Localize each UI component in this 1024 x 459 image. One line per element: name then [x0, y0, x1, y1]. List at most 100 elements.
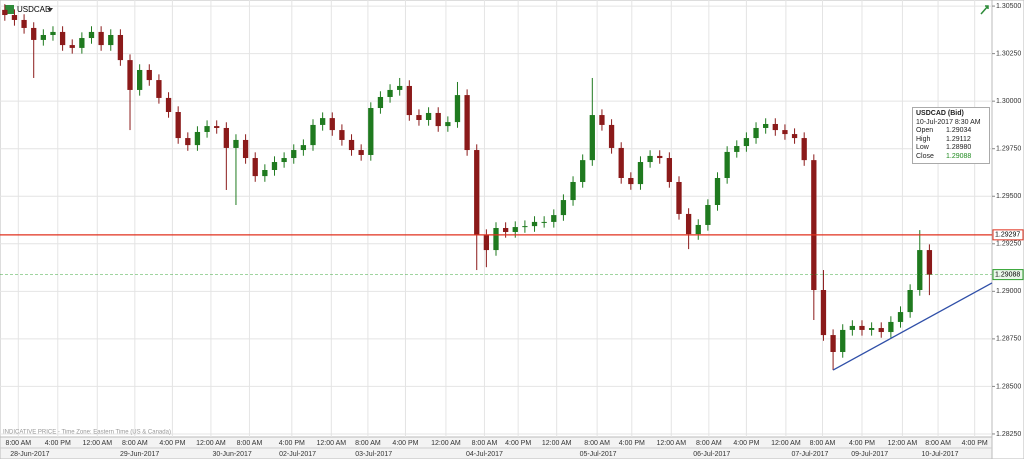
x-tick-label: 12:00 AM — [82, 440, 112, 447]
candle-body — [589, 115, 595, 161]
price-label-box — [992, 229, 1024, 241]
plot-area — [0, 0, 993, 438]
x-tick-label: 12:00 AM — [196, 440, 226, 447]
candle-body — [175, 112, 181, 139]
tooltip-value: 1.29112 — [946, 135, 971, 143]
candle-body — [435, 112, 441, 127]
candle-body — [146, 69, 152, 81]
candle-body — [291, 150, 297, 159]
candle-body — [868, 328, 875, 330]
candle-body — [223, 127, 229, 148]
candle-body — [252, 158, 258, 177]
candle-body — [849, 325, 855, 330]
tooltip: USDCAD (Bid) 10-Jul-2017 8:30 AM Open 1.2… — [912, 107, 990, 164]
candle-body — [310, 124, 316, 146]
candle-body — [657, 155, 663, 159]
candle-body — [425, 112, 432, 120]
candle-body — [483, 235, 490, 251]
candle-body — [897, 312, 904, 322]
x-tick-label: 8:00 AM — [5, 440, 31, 447]
tooltip-row: Close 1.29088 — [916, 153, 986, 162]
candle-body — [685, 213, 692, 235]
candle-body — [782, 130, 788, 135]
candle-body — [791, 134, 798, 139]
candle-body — [599, 115, 605, 125]
candle-body — [801, 138, 807, 161]
candle-body — [416, 115, 422, 120]
y-tick-label: 1.30500 — [996, 3, 1021, 10]
candle-body — [743, 138, 750, 147]
candle-body — [242, 139, 249, 159]
candle-body — [69, 45, 75, 48]
candle-body — [724, 151, 730, 178]
symbol-icon[interactable] — [5, 5, 14, 14]
date-tick-label: 04-Jul-2017 — [466, 451, 503, 458]
candle-body — [108, 34, 114, 46]
tooltip-title: USDCAD (Bid) — [916, 110, 964, 117]
x-tick-label: 4:00 PM — [962, 440, 988, 447]
x-tick-label: 4:00 PM — [392, 440, 418, 447]
candle-body — [40, 34, 46, 40]
candle-body — [271, 162, 278, 171]
tooltip-row: High 1.29112 — [916, 136, 986, 145]
candle-body — [772, 123, 778, 131]
dropdown-arrow[interactable] — [47, 8, 53, 12]
x-tick-label: 8:00 AM — [696, 440, 722, 447]
expand-icon[interactable] — [980, 5, 989, 15]
candle-body — [560, 200, 567, 216]
candle-body — [570, 181, 576, 201]
candle-body — [214, 126, 220, 128]
tooltip-value: 1.28980 — [946, 144, 972, 151]
tooltip-row: Open 1.29034 — [916, 127, 986, 136]
tooltip-value: 1.29034 — [946, 127, 972, 134]
x-tick-label: 4:00 PM — [849, 440, 875, 447]
candle-body — [445, 122, 451, 127]
candle-body — [907, 290, 913, 313]
chart-title[interactable]: USDCAD — [17, 5, 51, 14]
candle-body — [406, 85, 412, 116]
x-tick-label: 4:00 PM — [279, 440, 305, 447]
candle-body — [339, 130, 345, 140]
timezone-note: INDICATIVE PRICE - Time Zone: Eastern Ti… — [3, 430, 171, 436]
candle-body — [714, 177, 721, 205]
x-tick-label: 12:00 AM — [317, 440, 347, 447]
y-tick-label: 1.28750 — [996, 336, 1021, 343]
x-tick-label: 4:00 PM — [159, 440, 185, 447]
candle-body — [2, 9, 8, 16]
date-tick-label: 10-Jul-2017 — [922, 451, 959, 458]
candle-body — [551, 215, 557, 222]
candle-body — [695, 224, 701, 235]
candle-body — [820, 290, 827, 336]
candle-body — [377, 96, 384, 109]
tooltip-label: Low — [916, 144, 929, 151]
candle-body — [753, 127, 759, 139]
candle-body — [50, 31, 56, 35]
candle-body — [98, 31, 104, 46]
x-tick-label: 4:00 PM — [45, 440, 71, 447]
candle-body — [194, 131, 201, 146]
candle-body — [348, 139, 355, 151]
candle-body — [811, 160, 817, 291]
date-tick-label: 28-Jun-2017 — [10, 451, 49, 458]
candle-body — [185, 138, 191, 146]
candle-body — [926, 250, 933, 275]
date-tick-label: 07-Jul-2017 — [791, 451, 828, 458]
date-tick-label: 29-Jun-2017 — [120, 451, 159, 458]
tooltip-row: Low 1.28980 — [916, 144, 986, 153]
tooltip-value: 1.29088 — [946, 152, 972, 160]
candle-body — [368, 108, 374, 155]
candle-body — [676, 181, 682, 214]
y-tick-label: 1.30000 — [996, 98, 1021, 105]
candle-body — [502, 228, 509, 233]
trendline — [832, 282, 993, 371]
tooltip-time: 10-Jul-2017 8:30 AM — [916, 118, 981, 126]
candle-body — [454, 95, 461, 123]
candle-body — [830, 335, 836, 352]
y-tick-label: 1.29500 — [996, 193, 1021, 200]
date-tick-label: 30-Jun-2017 — [212, 451, 251, 458]
y-tick-label: 1.28500 — [996, 383, 1021, 390]
tooltip-label: Close — [916, 152, 934, 160]
x-tick-label: 4:00 PM — [505, 440, 531, 447]
